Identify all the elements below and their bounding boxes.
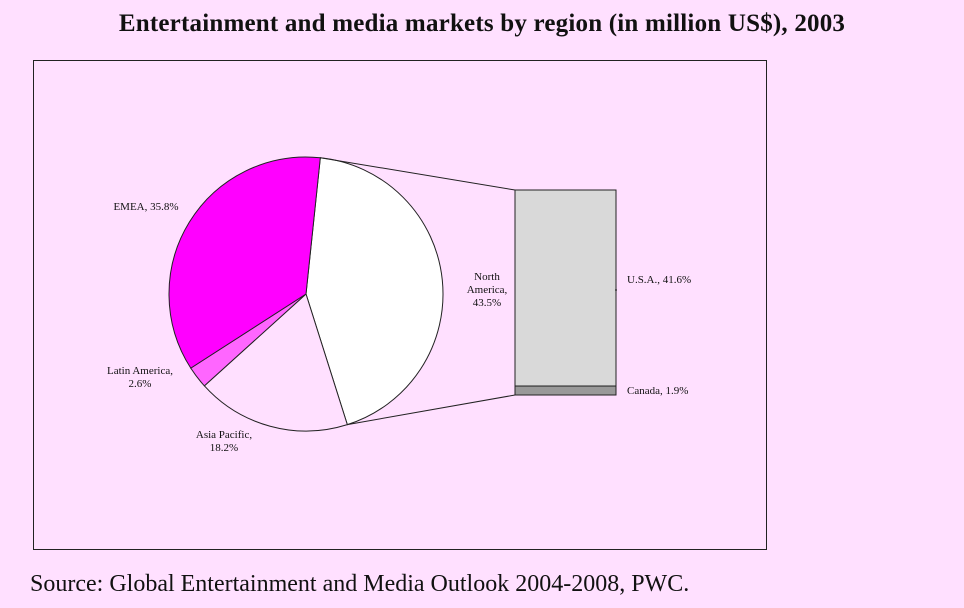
breakout-bar-usa <box>514 189 617 387</box>
slice-label-asia: Asia Pacific, 18.2% <box>196 429 252 454</box>
breakout-label-usa: U.S.A., 41.6% <box>627 274 691 286</box>
pie-slice-asia <box>203 293 348 432</box>
chart-title: Entertainment and media markets by regio… <box>118 10 846 37</box>
connector-line-top <box>320 157 516 191</box>
slice-label-latam: Latin America, 2.6% <box>107 365 173 390</box>
chart-frame <box>33 60 767 550</box>
slice-label-emea: EMEA, 35.8% <box>113 201 178 213</box>
source-note: Source: Global Entertainment and Media O… <box>30 571 690 597</box>
breakout-bar-canada <box>514 385 617 396</box>
breakout-label-canada: Canada, 1.9% <box>627 385 688 397</box>
connector-line-bottom <box>347 394 516 426</box>
slice-label-na: North America, 43.5% <box>467 271 508 309</box>
pie-slice-emea <box>168 156 321 369</box>
pie-slice-na <box>305 157 444 426</box>
